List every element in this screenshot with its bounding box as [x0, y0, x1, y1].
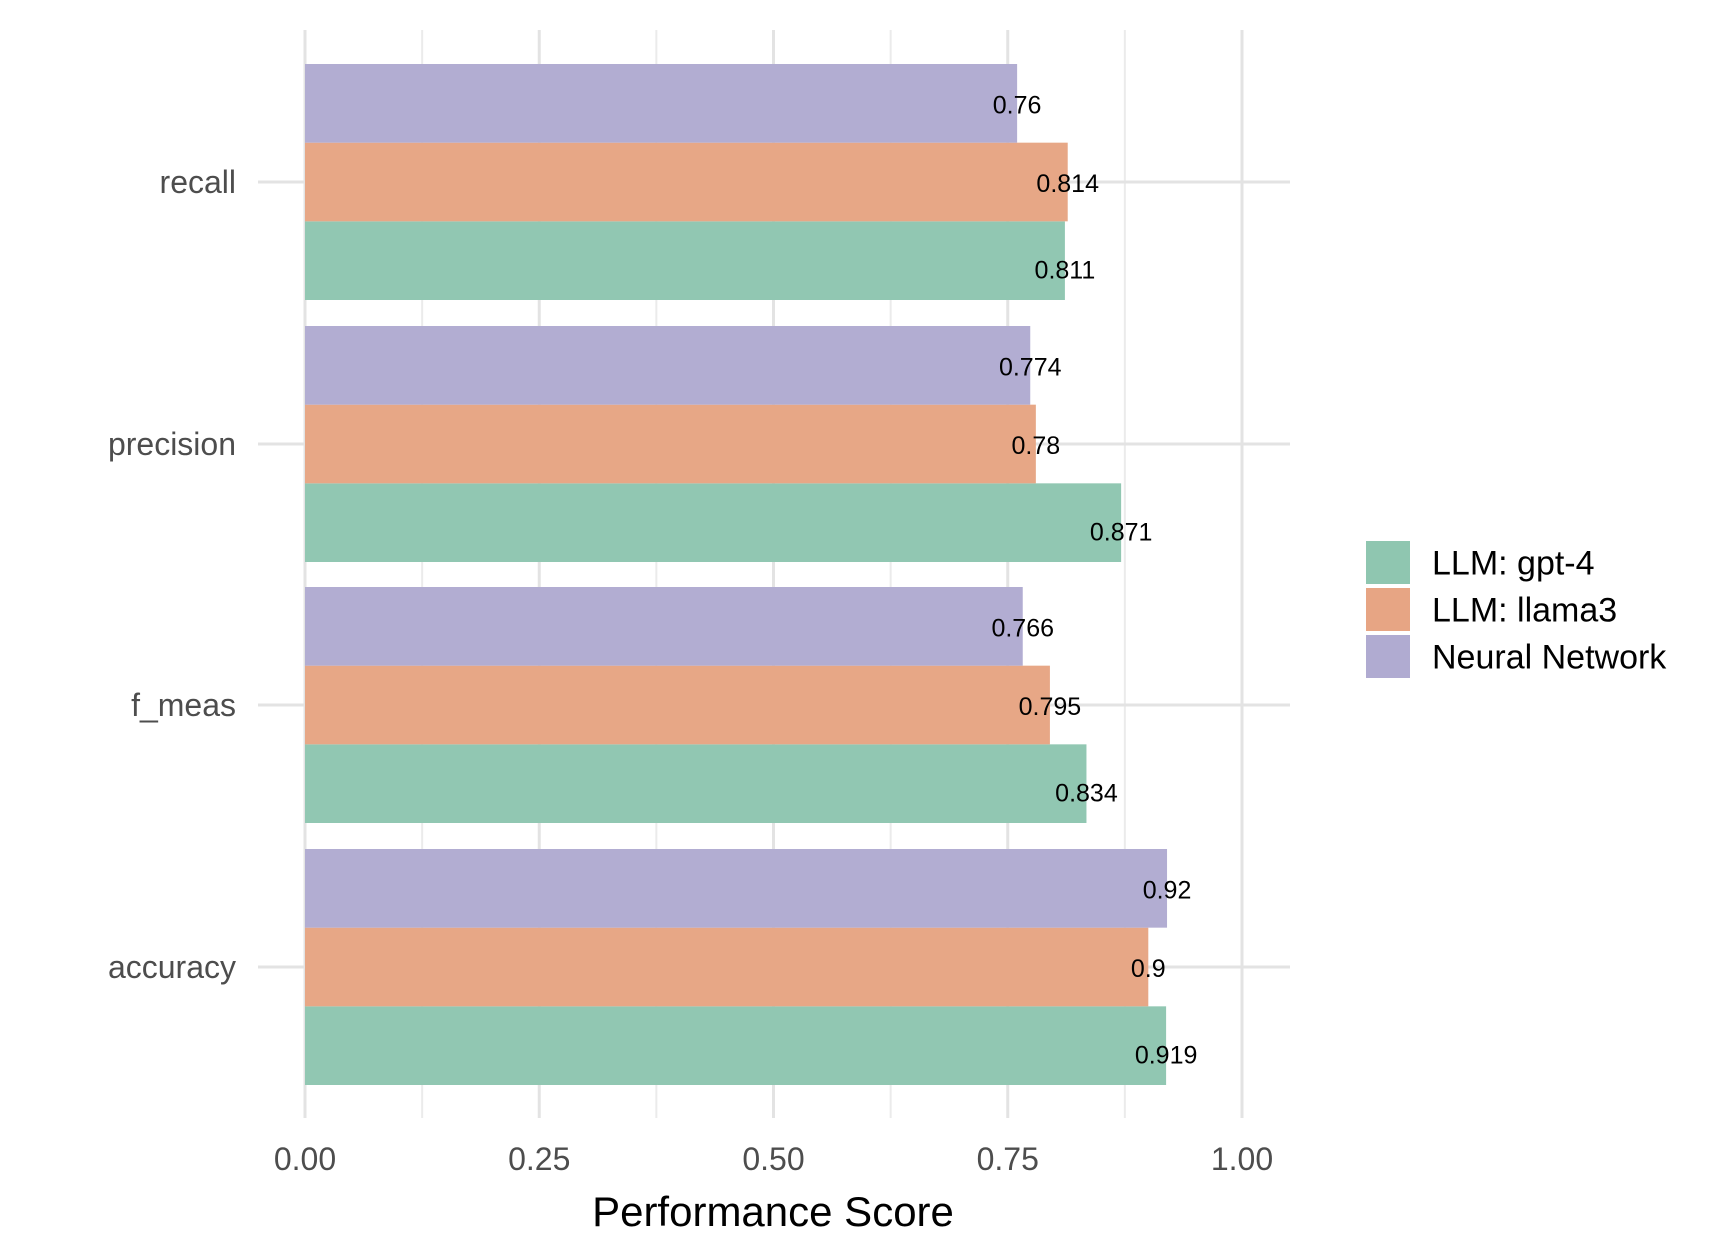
x-tick-label: 0.75	[977, 1141, 1039, 1177]
data-label-accuracy-2: 0.92	[1143, 876, 1192, 904]
y-tick-label-precision: precision	[108, 426, 236, 462]
bars	[305, 64, 1168, 1085]
bar-f_meas-0	[305, 744, 1087, 823]
legend-key-2	[1366, 635, 1410, 678]
x-tick-label: 0.25	[508, 1141, 570, 1177]
legend-label-2: Neural Network	[1432, 639, 1667, 677]
data-label-f_meas-1: 0.795	[1019, 693, 1082, 721]
bar-accuracy-0	[305, 1006, 1167, 1085]
y-tick-label-accuracy: accuracy	[108, 949, 236, 985]
bar-recall-1	[305, 142, 1068, 222]
bar-f_meas-1	[305, 665, 1050, 745]
y-tick-label-f_meas: f_meas	[131, 687, 236, 723]
x-tick-label: 0.50	[742, 1141, 804, 1177]
x-axis-title: Performance Score	[592, 1188, 954, 1235]
bar-precision-0	[305, 483, 1122, 562]
data-label-recall-1: 0.814	[1036, 170, 1099, 198]
bar-recall-2	[305, 64, 1018, 143]
data-label-accuracy-0: 0.919	[1135, 1042, 1198, 1070]
data-label-precision-2: 0.774	[999, 353, 1062, 381]
x-tick-label: 0.00	[274, 1141, 336, 1177]
x-tick-label: 1.00	[1211, 1141, 1273, 1177]
data-label-precision-0: 0.871	[1090, 519, 1153, 547]
data-label-f_meas-0: 0.834	[1055, 780, 1118, 808]
bar-precision-1	[305, 404, 1036, 484]
data-label-f_meas-2: 0.766	[991, 614, 1054, 642]
bar-recall-0	[305, 221, 1065, 300]
legend: LLM: gpt-4 LLM: llama3 Neural Network	[1366, 541, 1667, 678]
data-label-recall-0: 0.811	[1035, 257, 1096, 285]
legend-key-1	[1366, 588, 1410, 631]
bar-f_meas-2	[305, 587, 1023, 666]
bar-accuracy-1	[305, 927, 1149, 1007]
data-label-recall-2: 0.76	[993, 91, 1042, 119]
data-labels: 0.811 0.814 0.76 0.871 0.78 0.774 0.834 0.795 0.…	[991, 91, 1197, 1069]
bar-accuracy-2	[305, 849, 1168, 928]
legend-key-0	[1366, 541, 1410, 584]
legend-label-1: LLM: llama3	[1432, 592, 1617, 630]
bar-precision-2	[305, 326, 1031, 405]
axes: recall precision f_meas accuracy 0.00 0.25 0.5…	[108, 164, 1273, 1177]
y-tick-label-recall: recall	[160, 164, 236, 200]
data-label-precision-1: 0.78	[1012, 432, 1061, 460]
legend-label-0: LLM: gpt-4	[1432, 545, 1595, 583]
data-label-accuracy-1: 0.9	[1131, 955, 1166, 983]
